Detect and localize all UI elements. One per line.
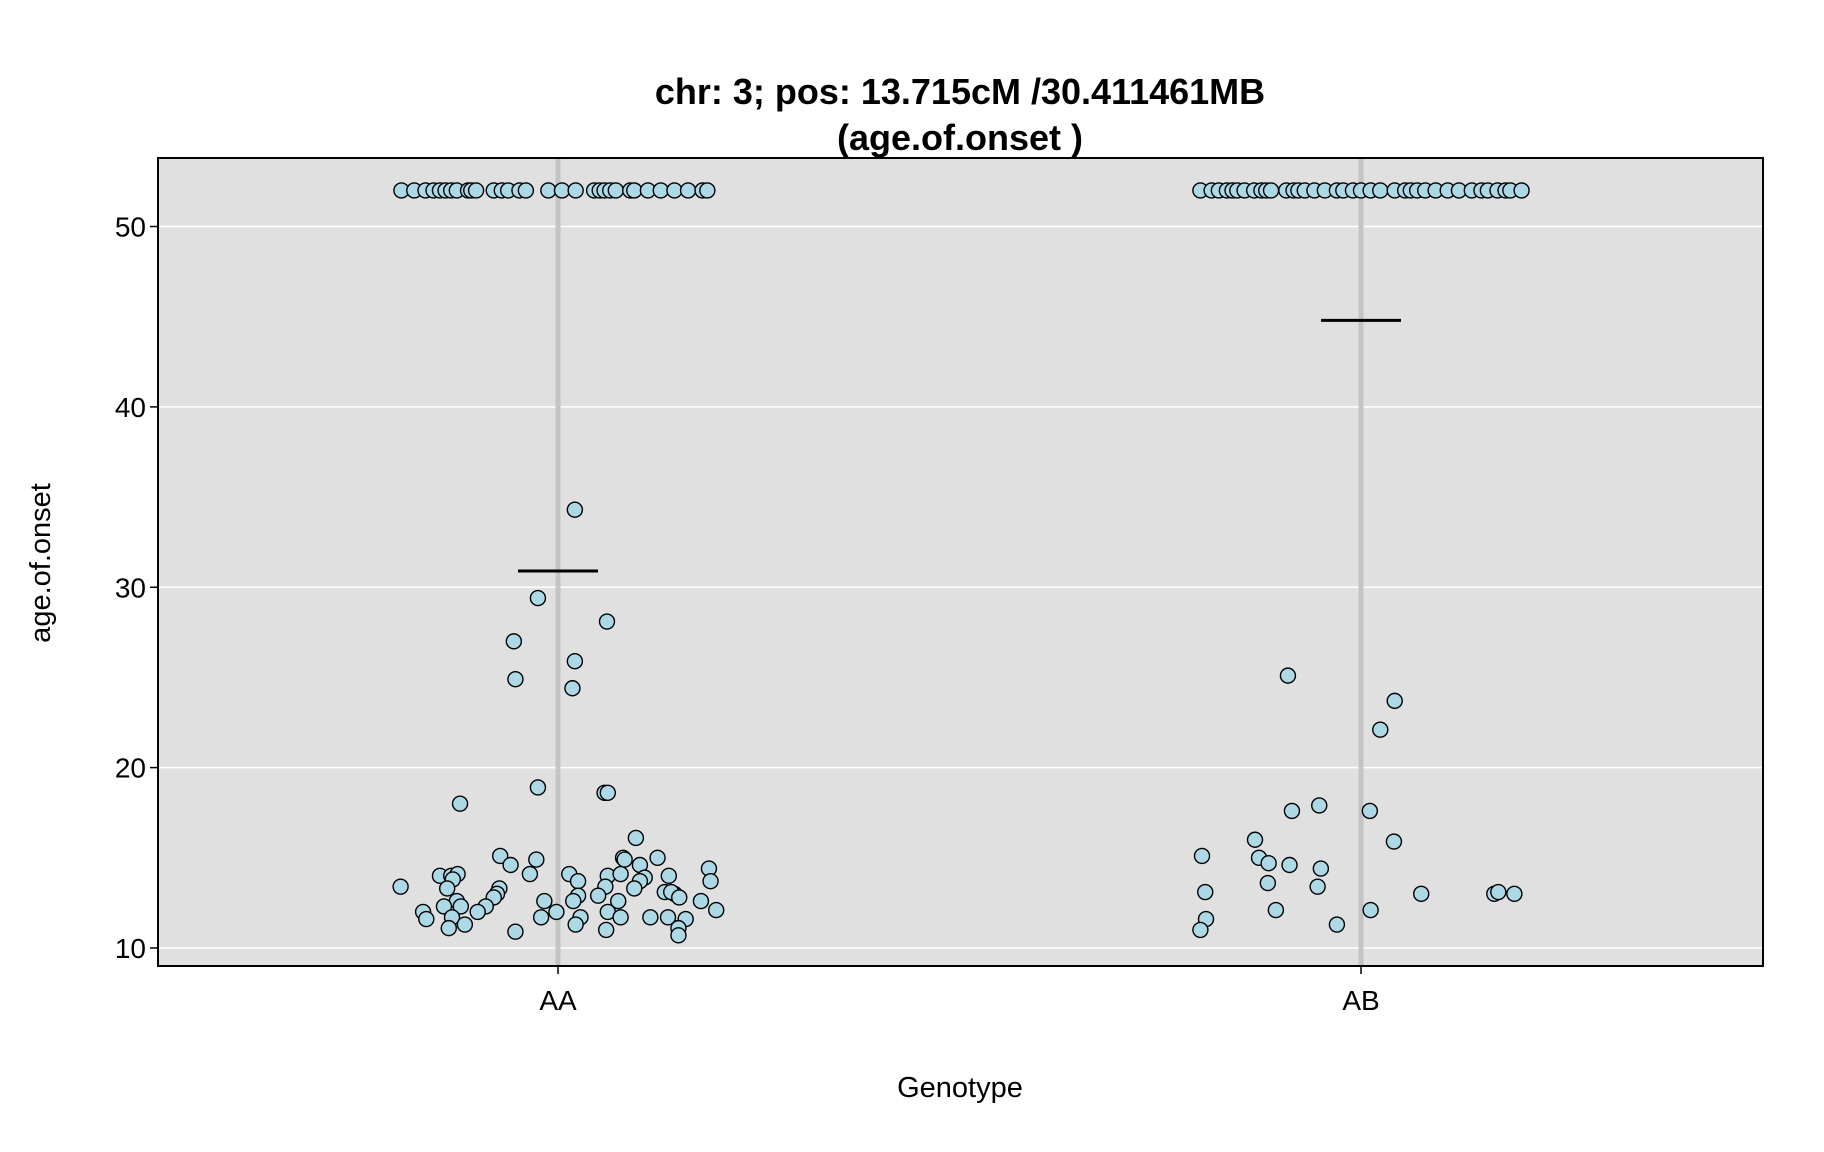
point-aa-103 [507, 923, 524, 940]
point-ab-48 [1260, 854, 1277, 872]
point-ab-58 [1267, 901, 1285, 919]
point-aa-90 [418, 910, 435, 928]
point-aa-94 [612, 909, 629, 926]
point-aa-78 [536, 892, 553, 910]
point-aa-99 [456, 916, 474, 933]
y-tick-label-10: 10 [115, 933, 146, 964]
point-ab-22 [1372, 182, 1389, 199]
point-aa-10 [467, 182, 485, 199]
point-aa-79 [565, 892, 582, 910]
point-ab-45 [1246, 831, 1264, 848]
x-axis-label: Genotype [897, 1072, 1023, 1104]
point-aa-27 [652, 182, 669, 199]
point-ab-49 [1281, 856, 1298, 874]
point-aa-92 [532, 909, 550, 926]
point-ab-44 [1385, 833, 1403, 850]
point-aa-95 [642, 909, 659, 926]
point-ab-57 [1506, 885, 1523, 903]
point-aa-100 [567, 916, 584, 933]
point-ab-10 [1262, 182, 1280, 199]
point-aa-15 [517, 182, 535, 199]
point-aa-83 [435, 898, 453, 915]
point-aa-37 [507, 671, 524, 688]
point-aa-104 [670, 927, 687, 944]
point-aa-82 [692, 892, 710, 910]
point-aa-38 [564, 680, 581, 697]
point-ab-43 [1361, 802, 1379, 820]
point-aa-64 [702, 873, 719, 890]
point-aa-84 [452, 898, 470, 915]
y-tick-label-40: 40 [115, 392, 146, 423]
point-aa-69 [626, 880, 643, 897]
point-ab-40 [1372, 721, 1389, 738]
point-ab-53 [1197, 883, 1214, 901]
point-ab-54 [1413, 885, 1430, 903]
point-aa-29 [679, 182, 697, 199]
point-aa-33 [529, 589, 547, 607]
point-ab-39 [1386, 692, 1403, 710]
chart-title-line-2: (age.of.onset ) [837, 117, 1083, 158]
point-aa-44 [491, 847, 509, 865]
point-aa-31 [699, 182, 716, 199]
point-aa-65 [392, 878, 409, 895]
point-aa-41 [599, 784, 616, 802]
point-ab-46 [1193, 847, 1211, 865]
point-aa-49 [502, 856, 519, 874]
point-aa-48 [616, 851, 633, 868]
point-aa-72 [589, 887, 607, 904]
y-tick-label-20: 20 [115, 753, 146, 784]
point-aa-17 [553, 182, 571, 199]
point-aa-55 [521, 865, 539, 883]
point-ab-62 [1192, 921, 1209, 939]
point-aa-58 [612, 865, 629, 883]
plot-area: 10 20 30 40 50 AA AB [115, 157, 1764, 1016]
panel-background [158, 158, 1763, 966]
point-aa-66 [438, 880, 456, 897]
point-aa-36 [566, 652, 584, 670]
point-aa-105 [707, 901, 725, 919]
point-ab-61 [1328, 916, 1346, 933]
point-ab-56 [1490, 883, 1507, 901]
point-ab-42 [1283, 802, 1301, 820]
point-aa-87 [469, 903, 486, 921]
y-tick-label-50: 50 [115, 212, 146, 243]
point-aa-98 [440, 919, 457, 937]
point-aa-34 [598, 613, 616, 630]
point-ab-41 [1311, 797, 1328, 814]
point-aa-88 [548, 903, 565, 921]
point-aa-39 [529, 779, 547, 796]
x-tick-label-aa: AA [539, 985, 577, 1016]
point-ab-37 [1513, 182, 1530, 199]
point-aa-81 [671, 889, 688, 906]
point-ab-50 [1312, 860, 1330, 877]
point-aa-16 [540, 182, 557, 199]
point-ab-51 [1259, 874, 1277, 892]
point-aa-25 [626, 182, 643, 199]
point-aa-18 [567, 182, 584, 199]
chart-title-line-1: chr: 3; pos: 13.715cM /30.411461MB [655, 71, 1265, 112]
point-ab-38 [1279, 667, 1297, 684]
y-tick-label-30: 30 [115, 572, 146, 603]
x-tick-label-ab: AB [1342, 985, 1379, 1016]
point-aa-28 [666, 182, 683, 199]
point-ab-52 [1309, 878, 1326, 895]
point-aa-46 [528, 851, 545, 868]
point-aa-42 [451, 795, 469, 812]
point-aa-61 [569, 873, 587, 890]
point-aa-43 [627, 829, 645, 847]
point-aa-35 [505, 633, 523, 650]
y-axis-label: age.of.onset [25, 483, 57, 643]
point-ab-59 [1362, 901, 1379, 919]
point-aa-80 [610, 892, 627, 910]
panel-border [157, 157, 1764, 967]
point-aa-96 [659, 909, 677, 926]
point-aa-101 [597, 921, 615, 939]
point-aa-59 [660, 867, 678, 885]
point-aa-32 [566, 501, 584, 518]
point-aa-23 [607, 182, 625, 199]
point-aa-45 [649, 849, 666, 866]
